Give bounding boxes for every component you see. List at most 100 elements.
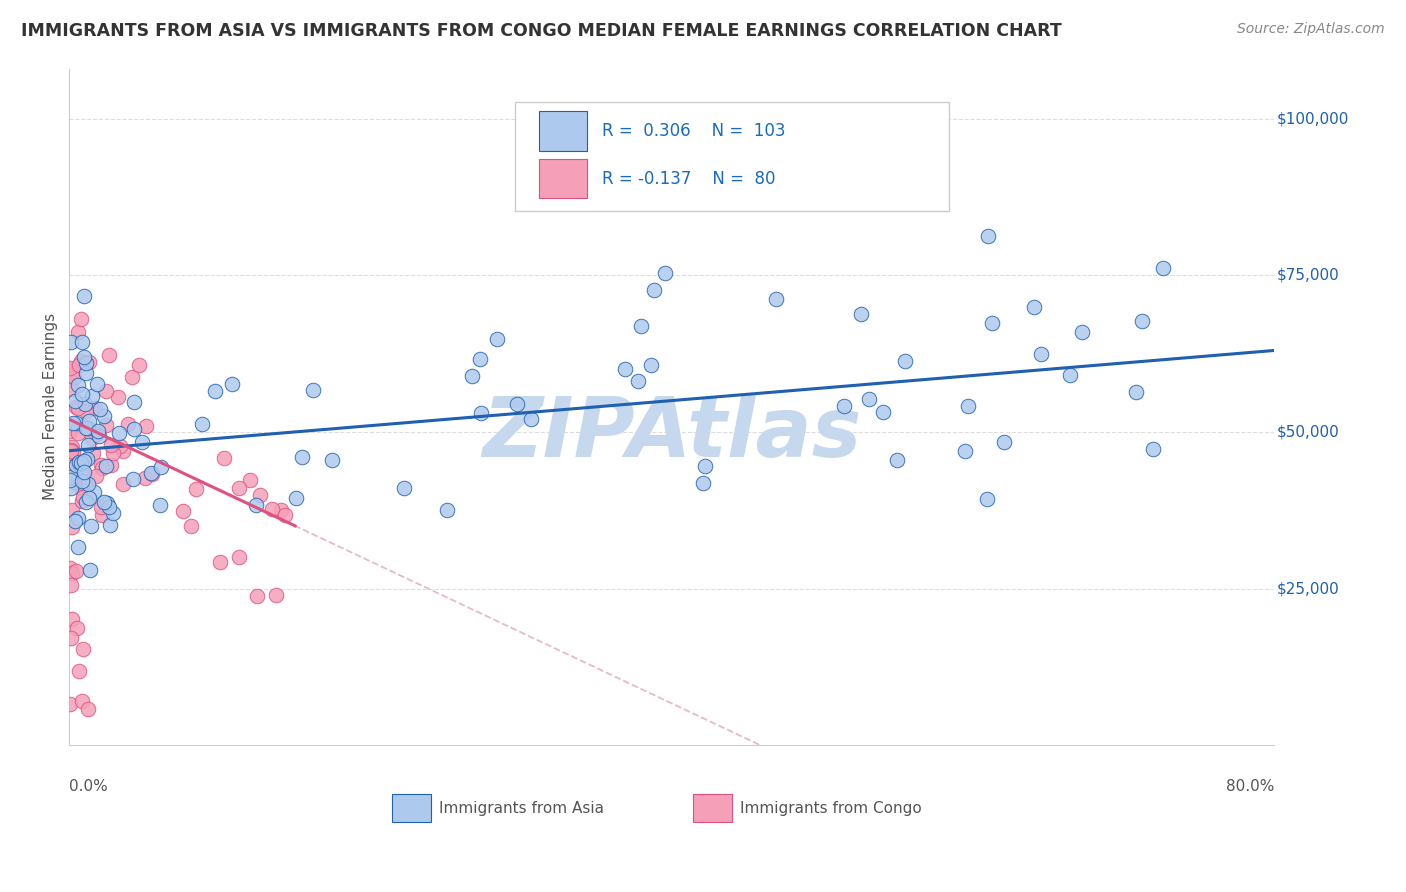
Point [858,392,880,406]
Point [59,698,82,712]
Text: R =  0.306    N =  103: R = 0.306 N = 103 [602,122,786,140]
Point [100,458,122,473]
Point [111,443,134,458]
Point [266,588,288,602]
Point [1024,300,1046,314]
Point [86,426,108,441]
Point [627,374,650,388]
Point [630,318,652,333]
Point [59,473,82,487]
Point [66,401,89,415]
Point [97,500,120,514]
Point [270,503,292,517]
Point [72,490,94,504]
Text: Source: ZipAtlas.com: Source: ZipAtlas.com [1237,22,1385,37]
Point [77,420,100,434]
Point [60,440,83,454]
Text: $100,000: $100,000 [1277,112,1348,126]
Point [76,452,98,467]
Point [291,450,314,464]
Point [872,405,894,419]
Point [60,578,83,592]
Point [245,498,267,512]
Text: ZIPAtlas: ZIPAtlas [482,393,862,475]
Point [65,400,87,414]
Text: Immigrants from Asia: Immigrants from Asia [439,801,605,815]
Point [107,390,129,404]
Point [79,563,101,577]
Point [212,450,235,465]
Text: $75,000: $75,000 [1277,268,1340,283]
Point [260,502,283,516]
Point [59,561,82,575]
Point [124,422,146,436]
Text: IMMIGRANTS FROM ASIA VS IMMIGRANTS FROM CONGO MEDIAN FEMALE EARNINGS CORRELATION: IMMIGRANTS FROM ASIA VS IMMIGRANTS FROM … [21,22,1062,40]
Point [69,455,91,469]
Point [103,506,125,520]
Point [112,477,135,491]
Point [65,394,87,409]
Point [79,491,101,506]
Point [65,458,87,472]
Point [65,564,87,578]
Point [117,417,139,431]
Point [284,491,307,505]
Point [70,481,93,495]
Point [90,500,112,515]
Point [66,377,89,392]
Point [246,589,269,603]
Point [70,312,93,326]
Point [1152,260,1174,275]
Point [135,418,157,433]
Point [59,368,82,382]
Point [392,481,415,495]
Point [614,361,637,376]
Point [67,325,90,339]
Point [94,417,117,432]
Point [957,399,980,413]
Point [70,462,93,476]
Point [60,566,83,581]
Text: $25,000: $25,000 [1277,581,1340,596]
Point [149,498,172,512]
Point [249,488,271,502]
Point [73,453,96,467]
Point [70,334,93,349]
Point [70,475,93,489]
Text: 80.0%: 80.0% [1226,779,1274,794]
Point [70,493,93,508]
FancyBboxPatch shape [538,159,588,198]
Point [62,417,84,431]
Point [98,518,121,533]
FancyBboxPatch shape [392,794,430,822]
Point [100,438,122,452]
Point [1070,325,1092,339]
Point [131,435,153,450]
Point [107,425,129,440]
Point [60,502,83,516]
Point [209,555,232,569]
Point [692,476,714,491]
Point [59,361,82,376]
Point [90,461,112,475]
Point [321,452,343,467]
Point [89,428,111,442]
Point [94,458,117,473]
Point [1130,314,1153,328]
Point [69,354,91,368]
Point [73,289,96,303]
Point [59,424,82,438]
Text: Immigrants from Congo: Immigrants from Congo [741,801,922,815]
Point [93,494,115,508]
Point [93,409,115,423]
Point [82,389,104,403]
Point [59,631,82,645]
Point [70,693,93,707]
Point [977,229,1000,244]
Point [72,642,94,657]
Point [122,472,145,486]
Point [60,611,83,625]
Point [953,444,976,458]
Point [993,434,1015,449]
Point [1059,368,1081,382]
